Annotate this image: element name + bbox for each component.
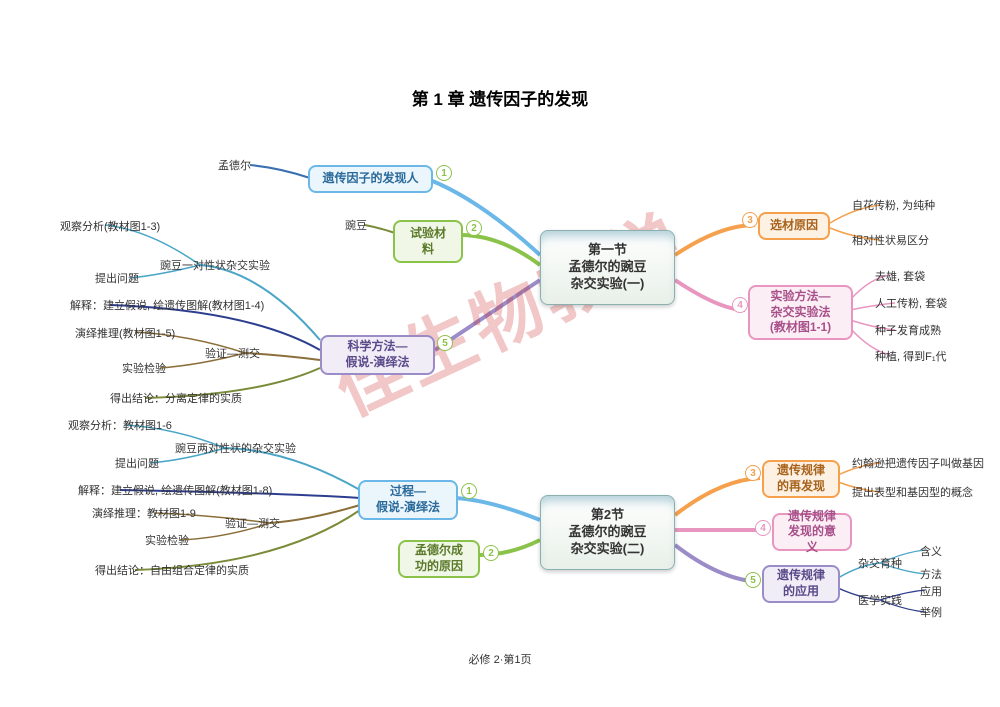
s2-b3-l2: 实验检验 <box>145 532 189 548</box>
page-title: 第 1 章 遗传因子的发现 <box>0 85 1000 110</box>
s2-badge-1: 1 <box>461 483 477 499</box>
s2-node-apply: 遗传规律 的应用 <box>762 565 840 603</box>
s1-r3-l1: 自花传粉, 为纯种 <box>852 197 935 213</box>
page-footer: 必修 2·第1页 <box>0 651 1000 667</box>
s2-b1-l2: 提出问题 <box>115 455 159 471</box>
section1-center: 第一节 孟德尔的豌豆 杂交实验(一) <box>540 230 675 305</box>
s2-r3-l2: 提出表型和基因型的概念 <box>852 484 973 500</box>
s1-r4-l4: 种植, 得到F₁代 <box>875 348 947 364</box>
badge-2: 2 <box>466 220 482 236</box>
s1-node-expmethod: 实验方法— 杂交实验法 (教材图1-1) <box>748 285 853 340</box>
s1-r4-l1: 去雄, 套袋 <box>875 268 925 284</box>
s2-b3-l1: 演绎推理：教材图1-9 <box>92 505 196 521</box>
s1-r4-l3: 种子发育成熟 <box>875 322 941 338</box>
watermark: 佳生物教学 <box>316 185 699 435</box>
s1-node-discoverer: 遗传因子的发现人 <box>308 165 433 193</box>
s1-b1: 豌豆一对性状杂交实验 <box>160 257 270 273</box>
s2-badge-2: 2 <box>483 545 499 561</box>
s1-node-method: 科学方法— 假说-演绎法 <box>320 335 435 375</box>
badge-3: 3 <box>742 212 758 228</box>
s2-node-meaning: 遗传规律 发现的意义 <box>772 513 852 551</box>
s2-b1: 豌豆两对性状的杂交实验 <box>175 440 296 456</box>
s1-b3: 验证—测交 <box>205 345 260 361</box>
s1-b3-l1: 演绎推理(教材图1-5) <box>75 325 175 341</box>
s2-b1-l1: 观察分析：教材图1-6 <box>68 417 172 433</box>
s2-b4: 得出结论：自由组合定律的实质 <box>95 562 249 578</box>
s2-badge-4: 4 <box>755 520 771 536</box>
s1-node-reason: 选材原因 <box>758 212 830 240</box>
s1-r4-l2: 人工传粉, 套袋 <box>875 295 947 311</box>
s2-b3: 验证—测交 <box>225 515 280 531</box>
s1-b3-l2: 实验检验 <box>122 360 166 376</box>
s2-r5-b1: 杂交育种 <box>858 555 902 571</box>
s2-r5-b2-l2: 举例 <box>920 604 942 620</box>
s2-r5-b2: 医学实践 <box>858 592 902 608</box>
s1-b1-l1: 观察分析(教材图1-3) <box>60 218 160 234</box>
badge-5: 5 <box>437 335 453 351</box>
s1-b2: 解释：建立假说, 绘遗传图解(教材图1-4) <box>70 297 264 313</box>
section2-center-label: 第2节 孟德尔的豌豆 杂交实验(二) <box>568 507 646 558</box>
s1-r3-l2: 相对性状易区分 <box>852 232 929 248</box>
s1-b4: 得出结论：分离定律的实质 <box>110 390 242 406</box>
section2-center: 第2节 孟德尔的豌豆 杂交实验(二) <box>540 495 675 570</box>
s2-node-rediscover: 遗传规律 的再发现 <box>762 460 840 498</box>
s2-node-process: 过程— 假说-演绎法 <box>358 480 458 520</box>
s2-badge-5: 5 <box>745 572 761 588</box>
leaf-pea: 豌豆 <box>345 217 367 233</box>
section1-center-label: 第一节 孟德尔的豌豆 杂交实验(一) <box>568 242 646 293</box>
s2-r5-b2-l1: 应用 <box>920 583 942 599</box>
s2-b2: 解释：建立假说, 绘遗传图解(教材图1-8) <box>78 482 272 498</box>
s2-r5-b1-l1: 含义 <box>920 543 942 559</box>
s1-b1-l2: 提出问题 <box>95 270 139 286</box>
leaf-mendel: 孟德尔 <box>218 157 251 173</box>
s2-badge-3: 3 <box>745 465 761 481</box>
badge-1: 1 <box>436 165 452 181</box>
s2-r5-b1-l2: 方法 <box>920 566 942 582</box>
s1-node-material: 试验材料 <box>393 220 463 263</box>
badge-4: 4 <box>732 297 748 313</box>
s2-node-success: 孟德尔成 功的原因 <box>398 540 480 578</box>
s2-r3-l1: 约翰逊把遗传因子叫做基因 <box>852 455 984 471</box>
